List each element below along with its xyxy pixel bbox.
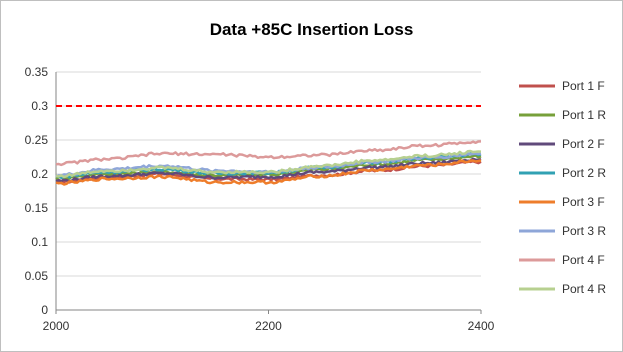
legend-label: Port 1 R	[562, 108, 606, 122]
series-line-port-2-f	[55, 157, 482, 183]
legend-label: Port 2 R	[562, 166, 606, 180]
y-tick-label: 0.05	[25, 269, 49, 283]
legend-label: Port 1 F	[562, 79, 605, 93]
series-line-port-3-f	[55, 159, 482, 186]
chart-title: Data +85C Insertion Loss	[209, 20, 414, 39]
y-tick-label: 0.35	[25, 65, 49, 79]
y-tick-label: 0.15	[25, 201, 49, 215]
y-tick-label: 0.3	[31, 99, 48, 113]
series-line-port-4-r	[55, 149, 482, 179]
axes: 0 0.05 0.1 0.15 0.2 0.25 0.3 0.35 2000 2200 2400	[25, 65, 495, 333]
y-tick-label: 0.25	[25, 133, 49, 147]
x-tick-label: 2400	[468, 319, 495, 333]
y-tick-label: 0.2	[31, 167, 48, 181]
x-tick-label: 2200	[255, 319, 282, 333]
legend-label: Port 4 F	[562, 253, 605, 267]
legend-label: Port 4 R	[562, 282, 606, 296]
legend: Port 1 F Port 1 R Port 2 F Port 2 R Port 3 F…	[519, 79, 606, 296]
legend-label: Port 3 R	[562, 224, 606, 238]
legend-label: Port 2 F	[562, 137, 605, 151]
series-line-port-4-f	[55, 140, 482, 167]
legend-label: Port 3 F	[562, 195, 605, 209]
y-tick-label: 0.1	[31, 235, 48, 249]
x-tick-label: 2000	[43, 319, 70, 333]
series-group	[55, 140, 482, 186]
y-tick-label: 0	[41, 303, 48, 317]
